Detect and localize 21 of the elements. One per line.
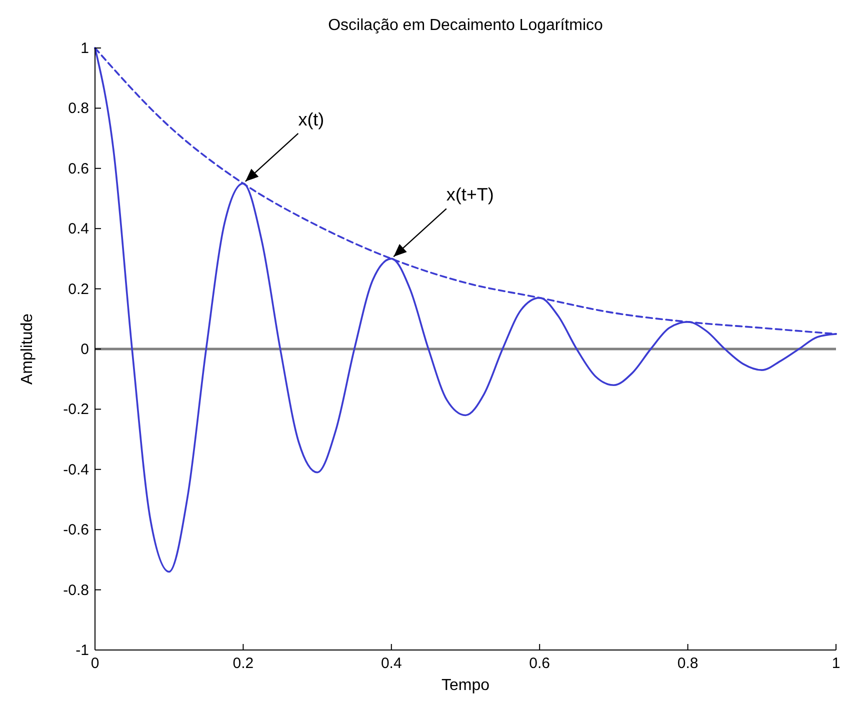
y-tick-label: -0.8 — [63, 582, 89, 599]
x-tick-label: 0.4 — [380, 655, 402, 672]
annotation: x(t+T) — [446, 184, 494, 205]
x-tick-label: 0.2 — [232, 655, 254, 672]
annotation: x(t) — [298, 109, 324, 130]
y-tick-label: 0.6 — [68, 160, 89, 178]
y-tick-label: 0.2 — [68, 280, 89, 298]
y-tick-label: -1 — [76, 642, 89, 659]
y-tick-label: 1 — [80, 40, 89, 57]
y-tick-label: 0.4 — [68, 220, 89, 238]
x-tick-label: 0.8 — [677, 655, 698, 672]
y-tick-label: 0.8 — [68, 100, 89, 118]
chart-title: Oscilação em Decaimento Logarítmico — [328, 17, 603, 34]
y-tick-label: 0 — [80, 341, 89, 358]
y-tick-label: -0.4 — [63, 461, 89, 478]
x-tick-label: 0.6 — [529, 655, 550, 672]
y-axis-title: Amplitude — [19, 313, 36, 385]
y-tick-label: -0.6 — [63, 522, 89, 539]
x-axis-title: Tempo — [441, 677, 490, 694]
x-tick-label: 1 — [832, 655, 840, 672]
y-tick-label: -0.2 — [63, 401, 89, 418]
